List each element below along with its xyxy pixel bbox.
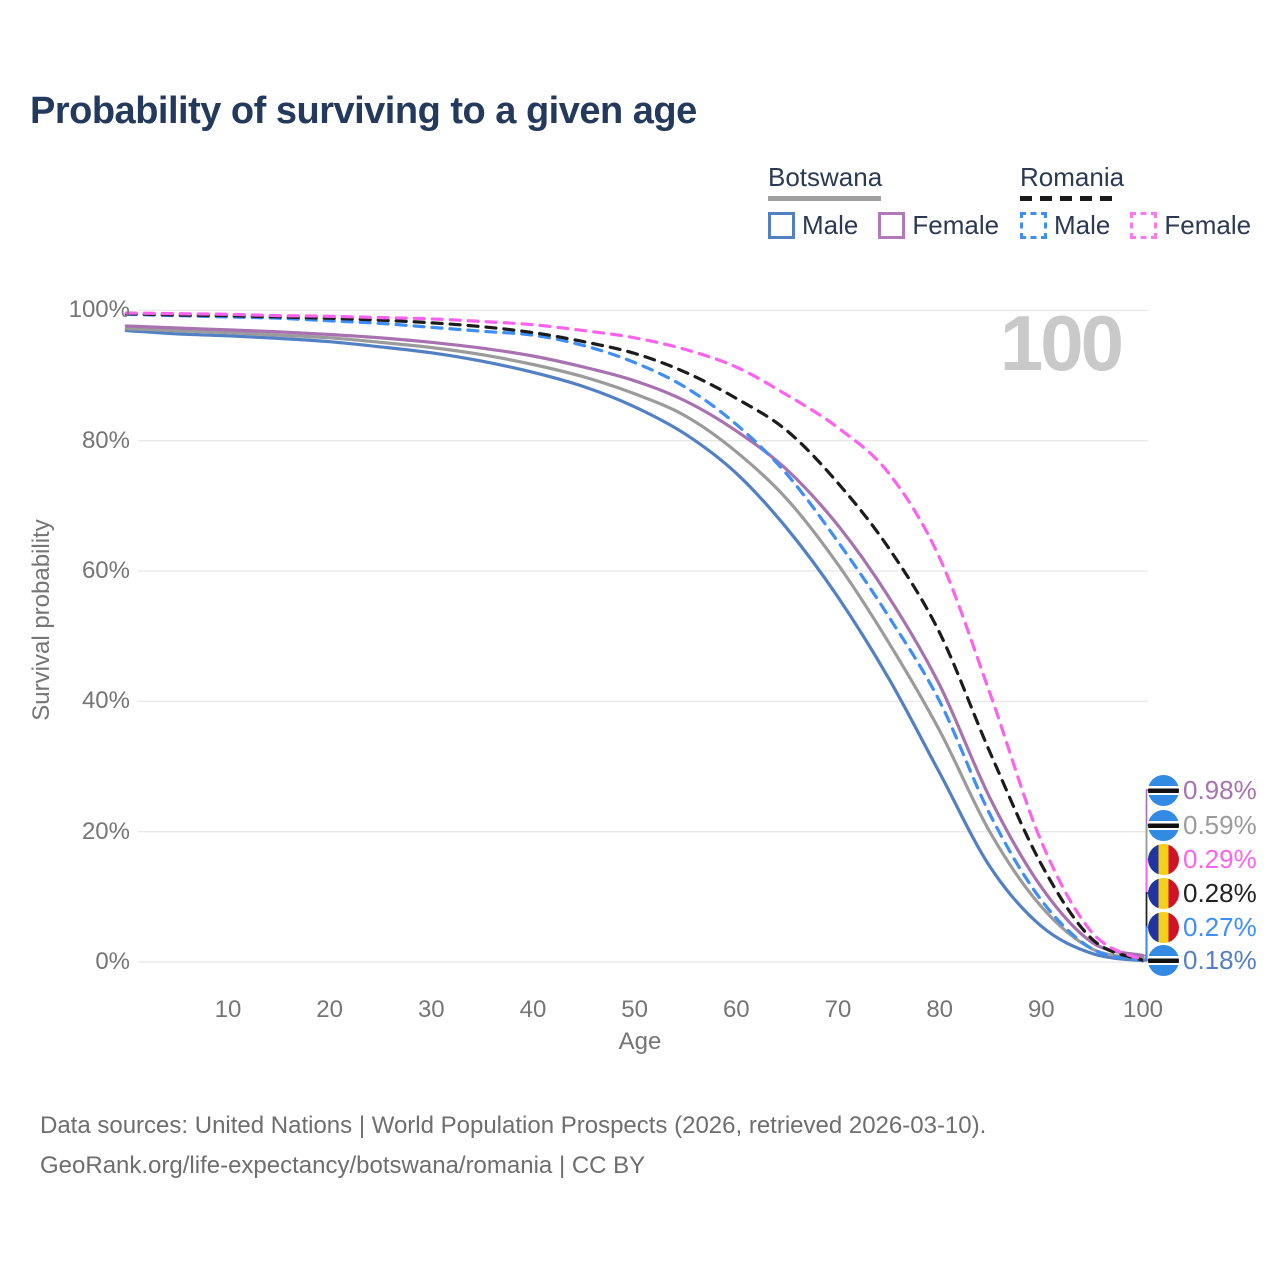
- x-tick-80: 80: [926, 996, 954, 1023]
- data-sources-line: Data sources: United Nations | World Pop…: [40, 1112, 987, 1139]
- y-tick-100%: 100%: [68, 296, 130, 324]
- page-title: Probability of surviving to a given age: [30, 90, 697, 132]
- legend-group-botswana: Botswana Male Female: [768, 162, 1019, 241]
- curve-botswana-female: [124, 324, 1145, 958]
- end-value: 0.29%: [1183, 843, 1257, 874]
- legend-label-botswana-female: Female: [912, 210, 1000, 240]
- x-tick-40: 40: [519, 996, 547, 1023]
- x-tick-100: 100: [1122, 996, 1164, 1023]
- x-tick-70: 70: [824, 996, 852, 1023]
- romania-flag-icon: [1148, 843, 1179, 875]
- y-tick-80%: 80%: [81, 426, 130, 454]
- legend-item-romania-male[interactable]: Male: [1020, 210, 1110, 241]
- end-label-romania-male: 0.27%: [1148, 910, 1257, 944]
- romania-flag-icon: [1148, 911, 1179, 943]
- x-tick-10: 10: [214, 996, 242, 1023]
- end-value: 0.98%: [1183, 774, 1257, 805]
- curve-romania-female: [124, 311, 1145, 962]
- attribution-line: GeoRank.org/life-expectancy/botswana/rom…: [40, 1152, 646, 1179]
- y-tick-0%: 0%: [95, 948, 130, 975]
- curve-romania: [124, 312, 1145, 962]
- romania-flag-icon: [1148, 877, 1179, 909]
- botswana-flag-icon: [1148, 774, 1179, 806]
- end-value: 0.18%: [1183, 944, 1257, 975]
- curve-botswana-male: [124, 329, 1145, 963]
- y-tick-20%: 20%: [81, 817, 130, 845]
- y-axis-title: Survival probability: [28, 519, 55, 721]
- end-value: 0.59%: [1183, 809, 1257, 840]
- romania-male-checkbox: [1020, 212, 1047, 239]
- curve-botswana: [124, 327, 1145, 960]
- botswana-flag-icon: [1148, 944, 1179, 976]
- legend-item-botswana-female[interactable]: Female: [878, 210, 999, 241]
- legend-item-botswana-male[interactable]: Male: [768, 210, 858, 241]
- end-value: 0.28%: [1183, 877, 1257, 908]
- x-tick-50: 50: [621, 996, 648, 1023]
- end-label-romania: 0.28%: [1148, 876, 1257, 910]
- botswana-male-checkbox: [768, 212, 795, 239]
- x-axis-title: Age: [618, 1028, 662, 1055]
- footer: Data sources: United Nations | World Pop…: [40, 1106, 986, 1186]
- end-label-romania-female: 0.29%: [1148, 842, 1257, 876]
- x-tick-20: 20: [316, 996, 343, 1023]
- curve-romania-male: [124, 312, 1145, 962]
- age-counter-watermark: 100: [1000, 299, 1122, 387]
- legend-group-romania: Romania Male Female: [1020, 162, 1271, 241]
- botswana-female-checkbox: [878, 212, 906, 239]
- end-label-botswana-female: 0.98%: [1148, 773, 1257, 807]
- legend-country-romania: Romania: [1020, 162, 1125, 192]
- x-tick-90: 90: [1027, 996, 1055, 1023]
- legend-country-botswana: Botswana: [768, 162, 883, 192]
- y-tick-40%: 40%: [81, 687, 130, 715]
- end-value: 0.27%: [1183, 911, 1257, 942]
- botswana-flag-icon: [1148, 809, 1179, 841]
- botswana-line-style-swatch: [768, 196, 881, 201]
- end-label-botswana: 0.59%: [1148, 808, 1257, 842]
- romania-female-checkbox: [1130, 212, 1158, 239]
- legend-label-romania-male: Male: [1054, 210, 1111, 240]
- romania-line-style-swatch: [1020, 196, 1120, 201]
- end-label-botswana-male: 0.18%: [1148, 943, 1257, 977]
- legend-label-botswana-male: Male: [802, 210, 859, 240]
- legend-item-romania-female[interactable]: Female: [1130, 210, 1251, 241]
- x-tick-60: 60: [722, 996, 750, 1023]
- x-tick-30: 30: [417, 996, 445, 1023]
- legend-label-romania-female: Female: [1164, 210, 1252, 240]
- y-tick-60%: 60%: [81, 557, 130, 585]
